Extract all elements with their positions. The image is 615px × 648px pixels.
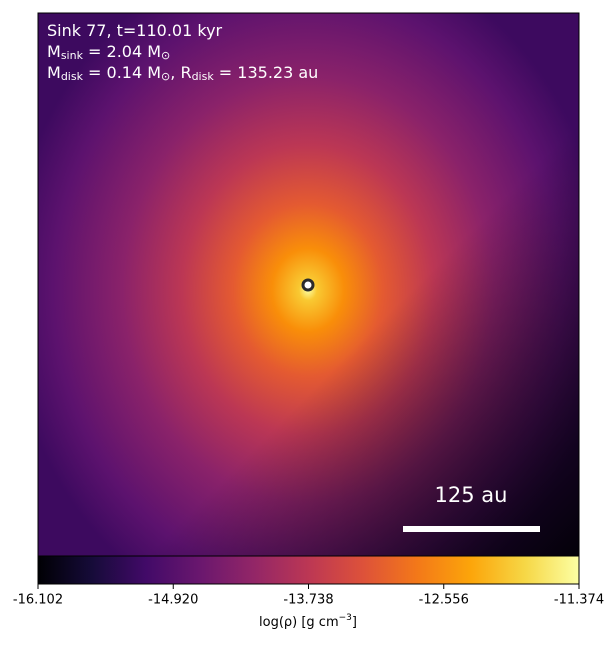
superscript: −3 — [339, 613, 352, 623]
tick-label: -14.920 — [148, 593, 198, 608]
tick-label: -12.556 — [419, 593, 469, 608]
sink-marker — [301, 278, 315, 292]
tick-label: -13.738 — [283, 593, 333, 608]
colorbar-label: log(ρ) [g cm−3] — [259, 613, 357, 630]
subscript: disk — [192, 70, 215, 83]
annotation-text: Sink 77, t=110.01 kyr — [47, 21, 223, 40]
subscript: ⊙ — [161, 49, 170, 62]
scale-bar — [403, 526, 540, 532]
annotation-text: = 2.04 M — [83, 42, 161, 61]
colorbar-ticks: -16.102 -14.920 -13.738 -12.556 -11.374 — [13, 584, 604, 608]
annotation-text: = 135.23 au — [214, 63, 319, 82]
label-text: ] — [352, 615, 357, 630]
subscript: disk — [61, 70, 84, 83]
subscript: sink — [61, 49, 84, 62]
subscript: ⊙ — [161, 70, 170, 83]
colorbar — [37, 555, 580, 585]
annotation-text: = 0.14 M — [83, 63, 161, 82]
annotation-text: M — [47, 63, 61, 82]
annotation-text: M — [47, 42, 61, 61]
label-text: log(ρ) [g cm — [259, 615, 339, 630]
annotation-line: Sink 77, t=110.01 kyr — [47, 21, 223, 40]
annotation-line: Mdisk = 0.14 M⊙, Rdisk = 135.23 au — [47, 63, 318, 84]
scale-bar-label: 125 au — [435, 483, 508, 507]
annotation-line: Msink = 2.04 M⊙ — [47, 42, 170, 63]
annotation-text: , R — [170, 63, 191, 82]
tick-label: -11.374 — [554, 593, 604, 608]
tick-label: -16.102 — [13, 593, 63, 608]
